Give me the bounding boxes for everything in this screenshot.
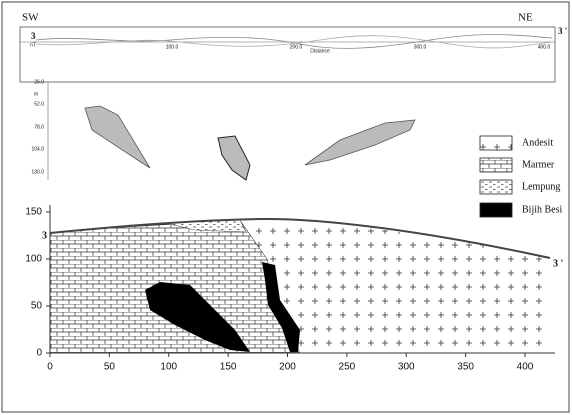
legend-label: Lempung bbox=[522, 181, 560, 192]
legend-swatch bbox=[480, 180, 512, 194]
x-tick-label: 400 bbox=[517, 362, 534, 373]
y-tick-label: 100 bbox=[25, 254, 42, 265]
depth-tick-label: 26.0 bbox=[34, 79, 44, 85]
x-tick-label: 350 bbox=[457, 362, 474, 373]
x-tick-label: 150 bbox=[220, 362, 237, 373]
profile-unit: nT bbox=[30, 42, 36, 48]
legend-swatch bbox=[480, 203, 512, 217]
x-tick-label: 100 bbox=[160, 362, 177, 373]
x-tick-label: 300 bbox=[398, 362, 415, 373]
profile-tick-label: 400.0 bbox=[538, 44, 551, 50]
section-start: 3 bbox=[31, 31, 36, 41]
section-start: 3 bbox=[42, 230, 47, 241]
profile-tick-label: 200.0 bbox=[290, 44, 303, 50]
legend-label: Andesit bbox=[522, 137, 553, 148]
y-tick-label: 150 bbox=[25, 207, 42, 218]
section-end: 3 ' bbox=[558, 26, 567, 36]
legend-label: Bijih Besi bbox=[522, 204, 563, 215]
profile-tick-label: 300.0 bbox=[414, 44, 427, 50]
depth-tick-label: 52.0 bbox=[34, 101, 44, 107]
legend-label: Marmer bbox=[522, 159, 555, 170]
legend-swatch bbox=[480, 158, 512, 172]
section-figure: SW NE 3 nT 3 ' Distance 100.0 200.0 300.0 4… bbox=[0, 0, 572, 415]
x-tick-label: 0 bbox=[47, 362, 53, 373]
profile-x-label: Distance bbox=[310, 48, 330, 54]
profile-tick-label: 100.0 bbox=[166, 44, 179, 50]
depth-tick-label: 104.0 bbox=[31, 146, 44, 152]
direction-left: SW bbox=[22, 12, 39, 24]
y-tick-label: 50 bbox=[31, 301, 43, 312]
x-tick-label: 200 bbox=[279, 362, 296, 373]
x-tick-label: 250 bbox=[339, 362, 356, 373]
depth-tick-label: 130.0 bbox=[31, 169, 44, 175]
y-tick-label: 0 bbox=[36, 348, 42, 359]
section-end: 3 ' bbox=[553, 258, 564, 269]
depth-tick-label: 78.0 bbox=[34, 124, 44, 130]
direction-right: NE bbox=[518, 12, 533, 24]
x-tick-label: 50 bbox=[104, 362, 116, 373]
depth-unit: m bbox=[34, 91, 38, 97]
legend-swatch bbox=[480, 136, 512, 150]
